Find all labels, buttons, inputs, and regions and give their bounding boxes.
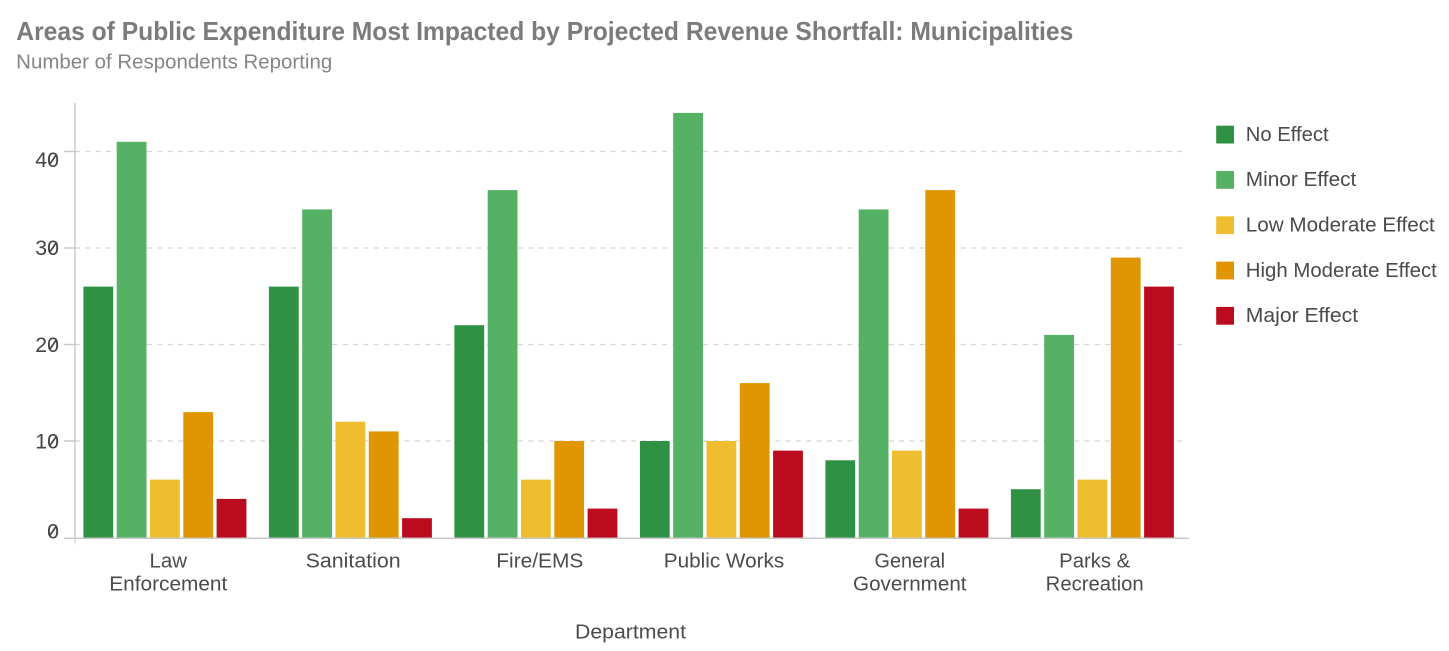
svg-text:Parks &: Parks & bbox=[1059, 551, 1131, 573]
svg-text:Law: Law bbox=[150, 551, 188, 573]
svg-text:Government: Government bbox=[853, 573, 967, 595]
svg-text:Public Works: Public Works bbox=[664, 551, 785, 573]
svg-text:High Moderate Effect: High Moderate Effect bbox=[1246, 260, 1437, 282]
svg-text:Recreation: Recreation bbox=[1046, 573, 1144, 595]
svg-text:Enforcement: Enforcement bbox=[109, 573, 227, 595]
svg-text:Fire/EMS: Fire/EMS bbox=[496, 551, 583, 573]
svg-text:Department: Department bbox=[575, 622, 686, 644]
svg-text:Major Effect: Major Effect bbox=[1246, 305, 1359, 327]
svg-text:Number of Respondents Reportin: Number of Respondents Reporting bbox=[16, 52, 332, 74]
svg-text:Sanitation: Sanitation bbox=[306, 551, 401, 573]
svg-text:30: 30 bbox=[35, 237, 59, 260]
svg-text:10: 10 bbox=[35, 431, 59, 454]
svg-text:Minor Effect: Minor Effect bbox=[1246, 169, 1357, 191]
svg-text:Areas of Public Expenditure Mo: Areas of Public Expenditure Most Impacte… bbox=[16, 16, 1073, 46]
svg-text:General: General bbox=[875, 551, 946, 573]
svg-text:20: 20 bbox=[35, 334, 59, 357]
svg-text:40: 40 bbox=[35, 149, 59, 172]
svg-text:Low Moderate Effect: Low Moderate Effect bbox=[1246, 215, 1435, 237]
svg-text:No Effect: No Effect bbox=[1246, 124, 1329, 146]
